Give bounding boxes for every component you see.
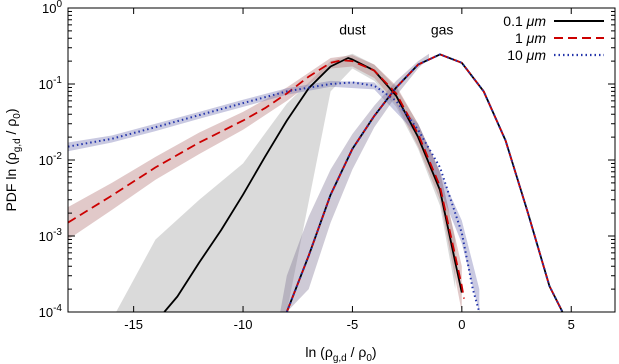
spread-bands [68,53,480,312]
legend-label: 1 μm [515,30,546,46]
series-line-gas-5 [285,53,564,312]
annotations: dust gas [339,21,453,37]
series-line-dust-2 [68,81,481,312]
x-tick-label: 0 [458,317,465,332]
y-tick-label: 10-1 [39,75,63,92]
x-axis-ticks: -15 -10 -5 0 5 [124,8,575,332]
series-lines [68,53,564,312]
series-line-dust-1 [68,59,465,299]
annotation-gas: gas [431,21,454,37]
band-0 [116,53,456,312]
x-tick-label: 5 [568,317,575,332]
y-axis-label: PDF ln (ρg,d / ρ0) [3,108,23,211]
x-tick-label: -15 [124,317,143,332]
band-3 [280,53,429,312]
y-tick-label: 10-4 [39,303,63,320]
legend-label: 10 μm [507,47,546,63]
y-tick-label: 10-3 [39,227,63,244]
x-tick-label: -10 [234,317,253,332]
x-axis-label: ln (ρg,d / ρ0) [305,344,376,364]
y-tick-label: 10-2 [39,151,63,168]
y-axis-ticks: 10-4 10-3 10-2 10-1 100 [39,0,615,320]
y-tick-label: 100 [42,0,62,16]
legend-label: 0.1 μm [503,13,546,29]
annotation-dust: dust [339,21,366,37]
band-1 [68,55,462,312]
x-tick-label: -5 [347,317,359,332]
series-line-dust-0 [163,57,463,312]
